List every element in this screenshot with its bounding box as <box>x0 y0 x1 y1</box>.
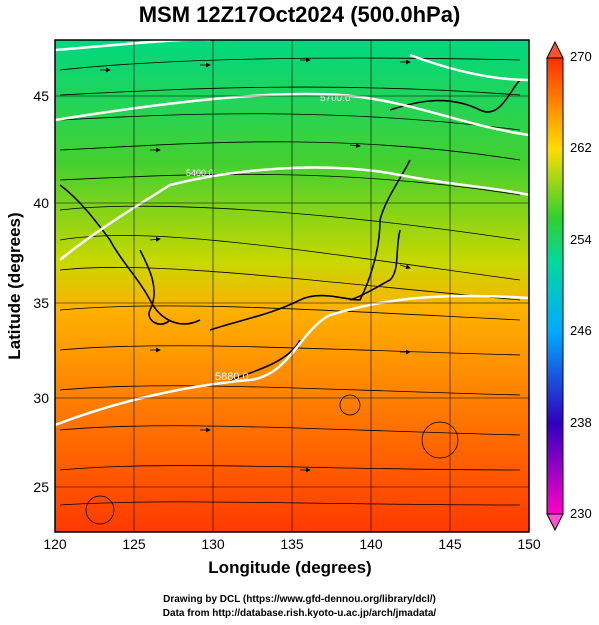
contour-label-2: 5880.0 <box>215 371 249 383</box>
stream-arrows <box>100 57 411 473</box>
colorbar-tick: 262 <box>570 140 592 155</box>
x-tick-labels: 120 125 130 135 140 145 150 <box>43 536 541 552</box>
colorbar-tick: 230 <box>570 506 592 521</box>
colorbar-bottom-arrow <box>546 513 564 532</box>
credit-line-data: Data from http://database.rish.kyoto-u.a… <box>162 608 437 619</box>
colorbar-tick: 254 <box>570 232 592 247</box>
y-axis-label: Latitude (degrees) <box>5 212 24 360</box>
contour-label-3: 5400.0 <box>186 168 214 178</box>
coastline <box>59 79 521 381</box>
colorbar-top-arrow <box>546 40 564 59</box>
y-tick: 40 <box>33 195 49 211</box>
colorbar-tick: 246 <box>570 323 592 338</box>
x-tick: 145 <box>438 536 462 552</box>
x-tick: 140 <box>359 536 383 552</box>
credit-line-drawing: Drawing by DCL (https://www.gfd-dennou.o… <box>163 594 436 605</box>
streamlines <box>59 57 521 525</box>
map-title: MSM 12Z17Oct2024 (500.0hPa) <box>138 2 461 27</box>
height-contours <box>54 38 530 427</box>
x-axis-label: Longitude (degrees) <box>208 558 372 577</box>
colorbar-tick: 238 <box>570 415 592 430</box>
x-tick: 125 <box>122 536 146 552</box>
colorbar-scale <box>546 57 564 515</box>
y-tick: 30 <box>33 390 49 406</box>
x-tick: 120 <box>43 536 67 552</box>
colorbar-tick: 270 <box>570 49 592 64</box>
colorbar <box>546 40 564 532</box>
map-frame <box>54 39 530 533</box>
x-tick: 135 <box>280 536 304 552</box>
x-tick: 130 <box>201 536 225 552</box>
colorbar-ticks: 270 262 254 246 238 230 <box>570 49 592 521</box>
y-tick: 45 <box>33 88 49 104</box>
y-tick: 35 <box>33 295 49 311</box>
x-tick: 150 <box>517 536 541 552</box>
gridlines <box>55 40 529 532</box>
y-tick: 25 <box>33 479 49 495</box>
contour-label-1: 5700.0 <box>320 93 351 104</box>
y-tick-labels: 25 30 35 40 45 <box>33 88 49 495</box>
